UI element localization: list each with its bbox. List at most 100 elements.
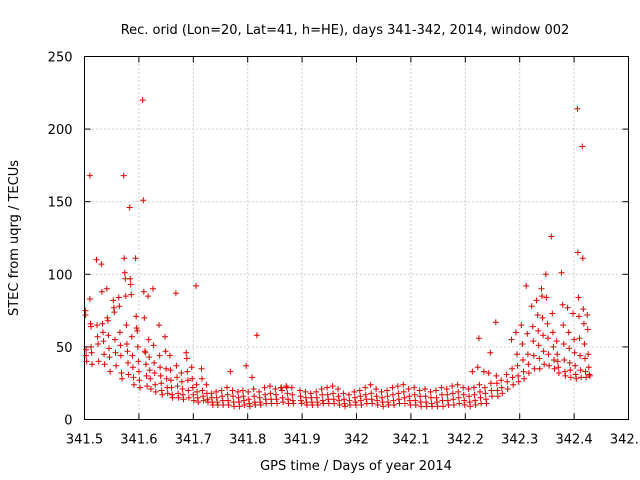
data-point [341,400,348,407]
x-tick-label: 342.1 [392,433,429,448]
data-point [400,381,407,388]
data-point [483,400,490,407]
data-point [585,364,592,371]
data-point [246,400,253,407]
data-point [555,370,562,376]
data-point [272,386,279,392]
data-point [494,387,501,394]
data-point [279,387,285,394]
data-point [95,341,102,347]
data-point [401,394,408,401]
data-point [224,384,230,391]
data-point [530,338,537,345]
data-point [105,332,112,339]
data-point [290,400,297,407]
data-point [347,402,353,408]
data-point [405,386,412,392]
x-tick-label: 342.2 [447,433,484,448]
data-point [550,343,557,350]
data-point [471,391,478,398]
data-point [531,365,538,372]
data-point [121,255,128,262]
data-point [533,297,540,304]
data-point [460,384,467,391]
data-point [318,386,325,392]
data-point [117,352,124,359]
data-point [267,390,274,397]
data-point [320,400,327,407]
data-point [319,391,326,398]
data-point [545,351,552,358]
data-point [112,336,118,343]
data-point [562,372,569,379]
data-point [443,386,450,392]
data-point [145,293,152,300]
data-point [577,352,584,359]
data-point [106,354,113,361]
data-point [144,383,151,390]
data-point [104,317,111,324]
data-point [273,396,280,403]
data-point [504,386,511,392]
data-point [168,384,175,391]
data-point [83,346,90,353]
data-point [131,381,137,388]
data-point [384,393,391,400]
data-point [574,249,581,256]
data-point [101,351,108,358]
data-point [548,233,555,240]
data-point [417,393,424,400]
data-point [450,396,457,403]
data-point [553,338,560,345]
data-point [175,394,182,401]
data-point [88,343,94,350]
data-point [368,396,375,403]
data-point [133,325,140,331]
data-point [504,378,511,385]
data-point [524,330,531,337]
data-point [586,371,593,378]
data-point [135,368,142,375]
data-point [107,368,114,375]
data-point [146,367,153,374]
data-point [136,377,143,384]
data-point [257,402,264,408]
data-point [246,403,253,410]
data-point [93,256,100,263]
data-point [158,387,165,394]
data-point [583,374,590,381]
data-point [127,281,134,288]
data-point [519,341,526,347]
data-point [157,372,164,379]
data-point [121,269,128,276]
data-point [351,388,358,395]
data-point [449,383,456,390]
data-point [362,384,369,391]
data-point [280,399,287,406]
data-point [560,341,567,347]
data-point [88,349,95,356]
data-point [118,370,125,376]
data-point [549,329,556,336]
data-point [538,285,545,292]
data-point [438,391,445,398]
data-point [129,364,136,371]
data-point [145,336,152,343]
data-point [253,332,260,339]
data-point [309,402,316,408]
data-point [416,387,423,394]
data-point [515,378,522,385]
data-point [551,357,557,363]
data-point [98,261,105,268]
data-point [143,361,149,368]
data-point [230,393,236,400]
data-point [218,387,225,394]
data-point [543,294,550,301]
data-point [391,402,397,408]
data-point [314,399,321,406]
data-point [234,388,241,395]
data-point [257,399,264,406]
data-point [267,383,273,390]
data-point [539,314,546,321]
data-point [162,348,169,355]
